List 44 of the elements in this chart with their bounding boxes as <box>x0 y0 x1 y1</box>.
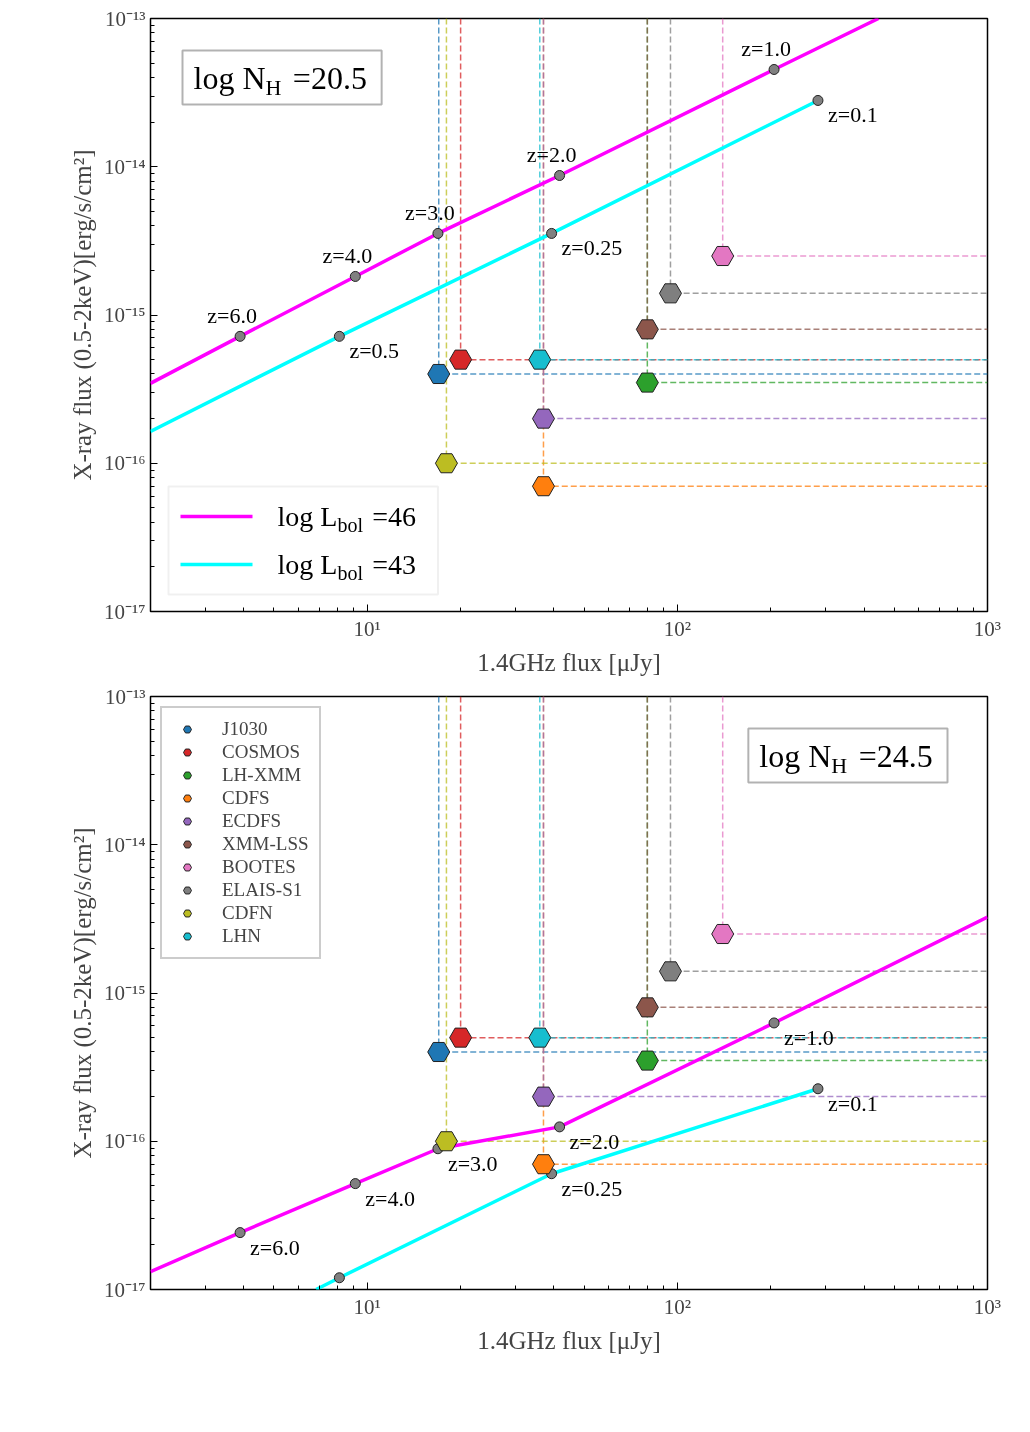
x-axis-title: 1.4GHz flux [μJy] <box>477 1326 661 1354</box>
legend-label: CDFN <box>222 902 273 924</box>
legend-label: ECDFS <box>222 810 282 832</box>
x-axis-title: 1.4GHz flux [μJy] <box>477 648 661 676</box>
y-tick-label: 10⁻¹⁴ <box>103 154 146 179</box>
annotation: z=4.0 <box>322 243 373 269</box>
legend-label: LH-XMM <box>222 764 302 786</box>
annotation: z=0.1 <box>827 102 878 128</box>
y-tick-label: 10⁻¹⁵ <box>103 981 146 1005</box>
y-tick-label: 10⁻¹⁶ <box>103 451 146 476</box>
annotation: z=3.0 <box>447 1150 498 1176</box>
annotation: z=3.0 <box>405 200 455 226</box>
x-tick-label: 10² <box>663 616 692 641</box>
annotation: z=6.0 <box>250 1234 300 1260</box>
x-tick-label: 10³ <box>973 1294 1002 1319</box>
y-tick-label: 10⁻¹³ <box>104 6 146 31</box>
y-tick-label: 10⁻¹³ <box>104 684 146 709</box>
annotation: z=0.1 <box>827 1090 878 1116</box>
annotation: z=0.5 <box>349 338 400 364</box>
legend-label: BOOTES <box>222 856 296 878</box>
annotation: z=2.0 <box>569 1128 620 1154</box>
annotation: z=6.0 <box>207 303 257 329</box>
y-tick-label: 10⁻¹⁴ <box>103 832 146 857</box>
annotation: z=1.0 <box>741 36 791 62</box>
legend-label: XMM-LSS <box>222 833 309 855</box>
legend-label: ELAIS-S1 <box>222 879 303 901</box>
y-axis-title: X-ray flux (0.5-2keV)[erg/s/cm²] <box>68 827 97 1159</box>
x-tick-label: 10³ <box>973 616 1002 641</box>
legend-label: J1030 <box>222 718 268 740</box>
annotation: z=2.0 <box>526 142 577 168</box>
annotation: z=0.25 <box>561 235 623 261</box>
x-tick-label: 10² <box>663 1294 692 1319</box>
x-tick-label: 10¹ <box>353 616 381 641</box>
y-tick-label: 10⁻¹⁷ <box>103 1277 146 1302</box>
legend-label: COSMOS <box>222 741 301 763</box>
y-tick-label: 10⁻¹⁵ <box>103 303 146 327</box>
legend-label: LHN <box>222 925 262 947</box>
x-tick-label: 10¹ <box>353 1294 381 1319</box>
annotation: z=0.25 <box>561 1175 623 1201</box>
annotation: z=4.0 <box>365 1185 415 1211</box>
legend-label: CDFS <box>222 787 270 809</box>
y-tick-label: 10⁻¹⁶ <box>103 1129 146 1154</box>
y-tick-label: 10⁻¹⁷ <box>103 599 146 624</box>
y-axis-title: X-ray flux (0.5-2keV)[erg/s/cm²] <box>68 149 97 481</box>
